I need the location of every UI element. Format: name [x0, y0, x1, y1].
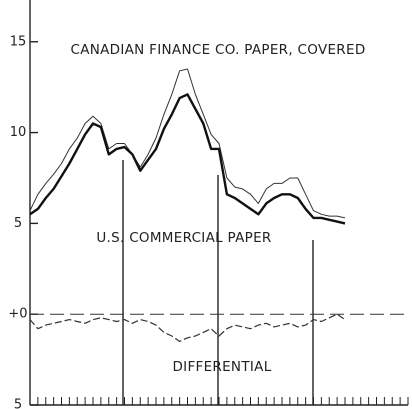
y-tick-label: 5 [14, 216, 22, 231]
y-tick-label: +0 [8, 307, 27, 322]
annotation: DIFFERENTIAL [172, 359, 271, 375]
y-tick-label: 5 [14, 398, 22, 409]
series-line [29, 313, 346, 342]
annotation: U.S. COMMERCIAL PAPER [96, 230, 271, 246]
series-line [29, 68, 346, 219]
y-tick-label: 15 [10, 34, 27, 49]
y-tick-label: 10 [10, 125, 27, 140]
annotation: CANADIAN FINANCE CO. PAPER, COVERED [70, 42, 365, 58]
series-line [29, 93, 346, 225]
